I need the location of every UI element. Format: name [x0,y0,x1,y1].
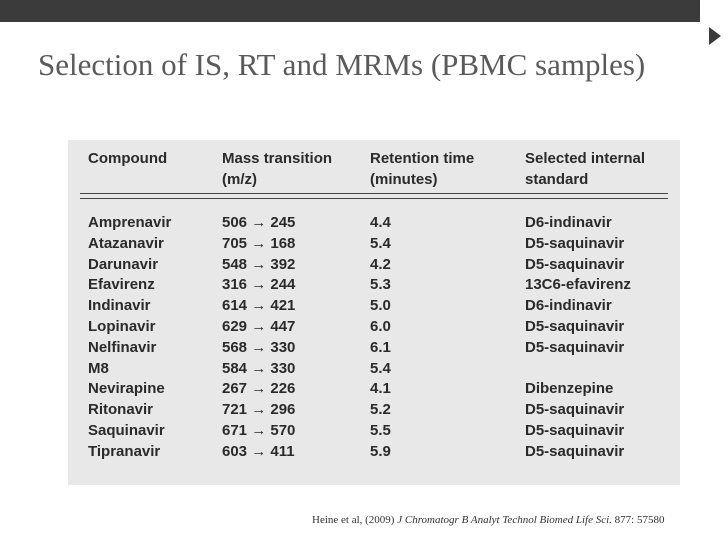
table-cell: Tipranavir [88,442,161,460]
header-text: Selected internal [525,150,646,167]
table-cell: Darunavir [88,255,159,273]
table-cell: M8 [88,359,109,377]
header-cell: Selected internal standard [525,148,645,190]
table-row: Tipranavir 603 → 411 5.9 D5-saquinavir [68,443,680,463]
table-cell: 5.5 [370,422,391,439]
citation-details: 877: 57580 [614,514,665,526]
table-row: Nelfinavir 568 → 330 6.1 D5-saquinavir [68,339,680,359]
header-text: Compound [88,150,168,167]
table-cell: 614 → 421 [222,297,296,315]
table-cell: 671 → 570 [222,422,296,439]
top-bar [0,0,700,22]
table-cell: 6.1 [370,338,391,356]
table-row: Ritonavir 721 → 296 5.2 D5-saquinavir [68,401,680,421]
table-cell: Indinavir [88,297,151,315]
table-row: Lopinavir 629 → 447 6.0 D5-saquinavir [68,318,680,338]
table-row: Atazanavir 705 → 168 5.4 D5-saquinavir [68,235,680,255]
table-cell: D5-saquinavir [525,422,625,439]
citation-journal: J Chromatogr B Analyt Technol Biomed Lif… [397,514,612,526]
table-cell: 4.2 [370,255,391,273]
header-row: Compound Mass transition (m/z) Retention ti… [68,148,680,190]
table-cell: 603 → 411 [222,442,295,460]
table-cell: Efavirenz [88,276,155,294]
header-cell: Compound [88,148,167,169]
table-cell: 568 → 330 [222,338,296,356]
table-row: Efavirenz 316 → 244 5.3 13C6-efavirenz [68,276,680,296]
table-cell: 13C6-efavirenz [525,276,631,294]
header-cell: Mass transition (m/z) [222,148,332,190]
table-cell: 5.9 [370,442,391,460]
table-cell: D6-indinavir [525,214,612,231]
table-cell: D5-saquinavir [525,255,625,273]
table-cell: Amprenavir [88,214,172,231]
table-row: Amprenavir 506 → 245 4.4 D6-indinavir [68,214,680,234]
table-cell: D5-saquinavir [525,338,625,356]
table-cell: 4.1 [370,380,391,398]
corner-triangle [709,27,721,45]
table-cell: Nelfinavir [88,338,157,356]
citation: Heine et al, (2009) J Chromatogr B Analy… [312,514,664,526]
table-cell: 5.0 [370,297,391,315]
table-cell: Atazanavir [88,234,164,252]
table-cell: 705 → 168 [222,234,296,252]
header-text: (m/z) [222,171,257,188]
table-cell: D5-saquinavir [525,442,625,460]
table-cell: D6-indinavir [525,297,612,315]
table-cell: D5-saquinavir [525,318,625,335]
header-text: standard [525,171,589,188]
table-row: Nevirapine 267 → 226 4.1 Dibenzepine [68,380,680,400]
citation-authors: Heine et al, (2009) [312,514,395,526]
table-cell: 316 → 244 [222,276,296,294]
table-cell: 5.3 [370,276,391,294]
header-text: (minutes) [370,171,438,188]
header-rule [80,198,668,199]
header-text: Retention time [370,150,475,167]
table-cell: Dibenzepine [525,380,614,398]
table-cell: D5-saquinavir [525,401,625,419]
table-cell: 5.4 [370,359,391,377]
table-cell: 584 → 330 [222,359,296,377]
table-cell: 506 → 245 [222,214,296,231]
table-cell: 548 → 392 [222,255,296,273]
table-cell: Nevirapine [88,380,165,398]
header-rule [80,193,668,194]
table-row: Saquinavir 671 → 570 5.5 D5-saquinavir [68,422,680,442]
table-cell: 4.4 [370,214,391,231]
table-row: M8 584 → 330 5.4 [68,360,680,380]
table-cell: 5.4 [370,234,391,252]
table-cell: 267 → 226 [222,380,296,398]
table-cell: 5.2 [370,401,391,419]
slide-title: Selection of IS, RT and MRMs (PBMC sampl… [38,47,646,82]
table: Compound Mass transition (m/z) Retention ti… [68,140,680,485]
table-cell: Ritonavir [88,401,154,419]
table-cell: Saquinavir [88,422,165,439]
header-cell: Retention time (minutes) [370,148,474,190]
table-row: Indinavir 614 → 421 5.0 D6-indinavir [68,297,680,317]
table-row: Darunavir 548 → 392 4.2 D5-saquinavir [68,256,680,276]
table-cell: Lopinavir [88,318,156,335]
table-cell: 721 → 296 [222,401,296,419]
table-cell: D5-saquinavir [525,234,625,252]
table-cell: 629 → 447 [222,318,296,335]
table-cell: 6.0 [370,318,391,335]
header-text: Mass transition [222,150,333,167]
